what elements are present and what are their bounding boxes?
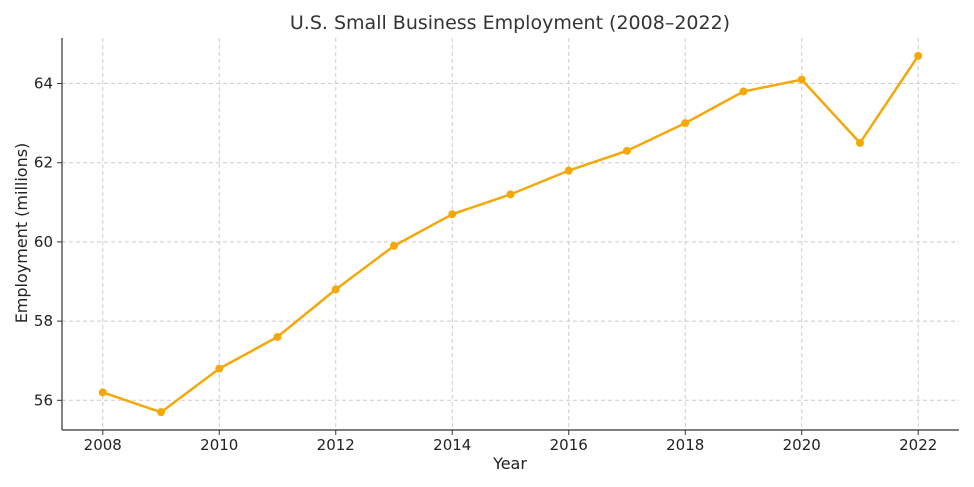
data-point bbox=[914, 51, 923, 60]
data-point bbox=[273, 332, 282, 341]
data-point bbox=[739, 87, 748, 96]
data-point bbox=[797, 75, 806, 84]
series-line bbox=[102, 55, 920, 414]
data-point bbox=[855, 138, 864, 147]
data-point bbox=[98, 388, 107, 397]
data-point bbox=[622, 146, 631, 155]
data-point bbox=[681, 119, 690, 128]
y-tick-label: 64 bbox=[34, 75, 53, 93]
y-tick-label: 56 bbox=[34, 391, 53, 409]
data-point bbox=[215, 364, 224, 373]
y-tick-label: 58 bbox=[34, 312, 53, 330]
data-point bbox=[331, 285, 340, 294]
data-point bbox=[506, 190, 515, 199]
chart-title: U.S. Small Business Employment (2008–202… bbox=[290, 12, 730, 34]
y-tick-label: 62 bbox=[34, 154, 53, 172]
x-tick-label: 2008 bbox=[84, 436, 122, 454]
x-tick-label: 2010 bbox=[200, 436, 238, 454]
x-tick-label: 2020 bbox=[783, 436, 821, 454]
y-tick-label: 60 bbox=[34, 233, 53, 251]
x-axis-label: Year bbox=[492, 454, 527, 473]
x-tick-label: 2018 bbox=[666, 436, 704, 454]
axes: 2008 2010 2012 2014 2016 2018 2020 2022 56 58 60 62… bbox=[34, 38, 959, 454]
grid-lines bbox=[62, 38, 959, 430]
data-point bbox=[448, 210, 457, 219]
series-layer bbox=[98, 51, 923, 417]
x-tick-label: 2014 bbox=[433, 436, 471, 454]
x-tick-label: 2022 bbox=[899, 436, 937, 454]
x-tick-label: 2012 bbox=[317, 436, 355, 454]
data-point bbox=[390, 241, 399, 250]
data-point bbox=[564, 166, 573, 175]
y-axis-label: Employment (millions) bbox=[12, 143, 31, 324]
data-point bbox=[157, 408, 166, 417]
x-tick-label: 2016 bbox=[550, 436, 588, 454]
